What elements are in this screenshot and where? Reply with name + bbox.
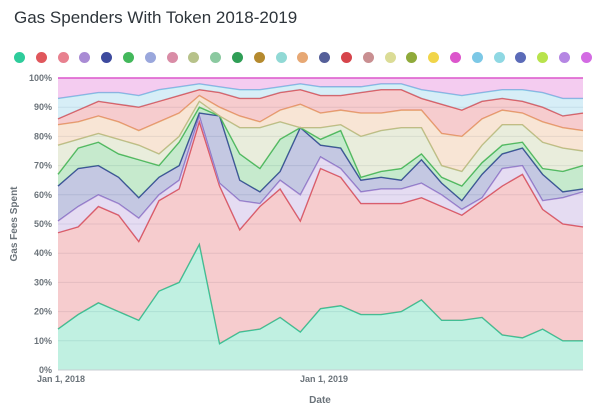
legend-item-5[interactable]: [123, 52, 134, 63]
legend-item-21[interactable]: [471, 52, 483, 63]
legend-item-11[interactable]: [253, 52, 265, 63]
area-band-5[interactable]: [58, 101, 583, 187]
legend-item-19[interactable]: [428, 52, 440, 63]
series-line-3[interactable]: [57, 112, 584, 202]
legend-item-26[interactable]: [580, 52, 592, 63]
area-band-7[interactable]: [58, 89, 583, 137]
legend-item-23[interactable]: [515, 52, 527, 63]
legend: [8, 47, 596, 69]
legend-item-1[interactable]: [35, 52, 47, 63]
y-tick-label: 100%: [29, 73, 52, 83]
area-band-0[interactable]: [58, 244, 583, 370]
legend-item-16[interactable]: [362, 52, 374, 63]
chart-title: Gas Spenders With Token 2018-2019: [14, 8, 298, 27]
series-line-4[interactable]: [57, 106, 584, 187]
legend-item-20[interactable]: [450, 52, 461, 63]
area-band-1[interactable]: [58, 121, 583, 344]
y-tick-label: 20%: [34, 307, 52, 317]
area-band-6[interactable]: [58, 95, 583, 172]
x-tick-label: Jan 1, 2019: [300, 374, 348, 384]
y-tick-label: 0%: [39, 365, 52, 375]
series-line-7[interactable]: [57, 88, 584, 120]
y-tick-label: 70%: [34, 161, 52, 171]
legend-item-7[interactable]: [166, 52, 178, 63]
y-tick-label: 50%: [34, 219, 52, 229]
series-line-8[interactable]: [57, 83, 583, 100]
legend-item-22[interactable]: [493, 52, 505, 63]
y-tick-label: 90%: [34, 102, 52, 112]
area-band-8[interactable]: [58, 83, 583, 119]
area-band-9[interactable]: [58, 78, 583, 99]
legend-item-24[interactable]: [537, 52, 549, 63]
area-band-4[interactable]: [58, 107, 583, 201]
y-tick-label: 80%: [34, 131, 52, 141]
y-tick-label: 40%: [34, 248, 52, 258]
legend-item-15[interactable]: [341, 52, 352, 63]
legend-item-9[interactable]: [210, 52, 222, 63]
legend-item-3[interactable]: [79, 52, 91, 63]
legend-item-13[interactable]: [297, 52, 309, 63]
series-line-0[interactable]: [57, 242, 583, 345]
y-axis-label: Gas Fees Spent: [9, 186, 20, 262]
legend-item-14[interactable]: [319, 52, 331, 63]
legend-item-2[interactable]: [57, 52, 69, 63]
legend-item-25[interactable]: [559, 52, 570, 63]
legend-item-18[interactable]: [406, 52, 418, 63]
legend-item-17[interactable]: [384, 52, 396, 63]
legend-item-4[interactable]: [101, 52, 113, 63]
area-band-2[interactable]: [58, 115, 583, 242]
legend-item-10[interactable]: [232, 52, 243, 63]
x-axis-label: Date: [309, 395, 331, 406]
y-tick-label: 60%: [34, 190, 52, 200]
legend-item-0[interactable]: [14, 52, 25, 63]
y-tick-label: 30%: [34, 277, 52, 287]
legend-item-8[interactable]: [188, 52, 200, 63]
legend-item-6[interactable]: [144, 52, 156, 63]
series-line-1[interactable]: [57, 119, 584, 243]
series-line-5[interactable]: [57, 100, 584, 173]
series-line-6[interactable]: [57, 94, 584, 138]
x-tick-label: Jan 1, 2018: [37, 374, 85, 384]
series-line-2[interactable]: [57, 113, 584, 222]
legend-item-12[interactable]: [275, 52, 287, 63]
y-tick-label: 10%: [34, 336, 52, 346]
